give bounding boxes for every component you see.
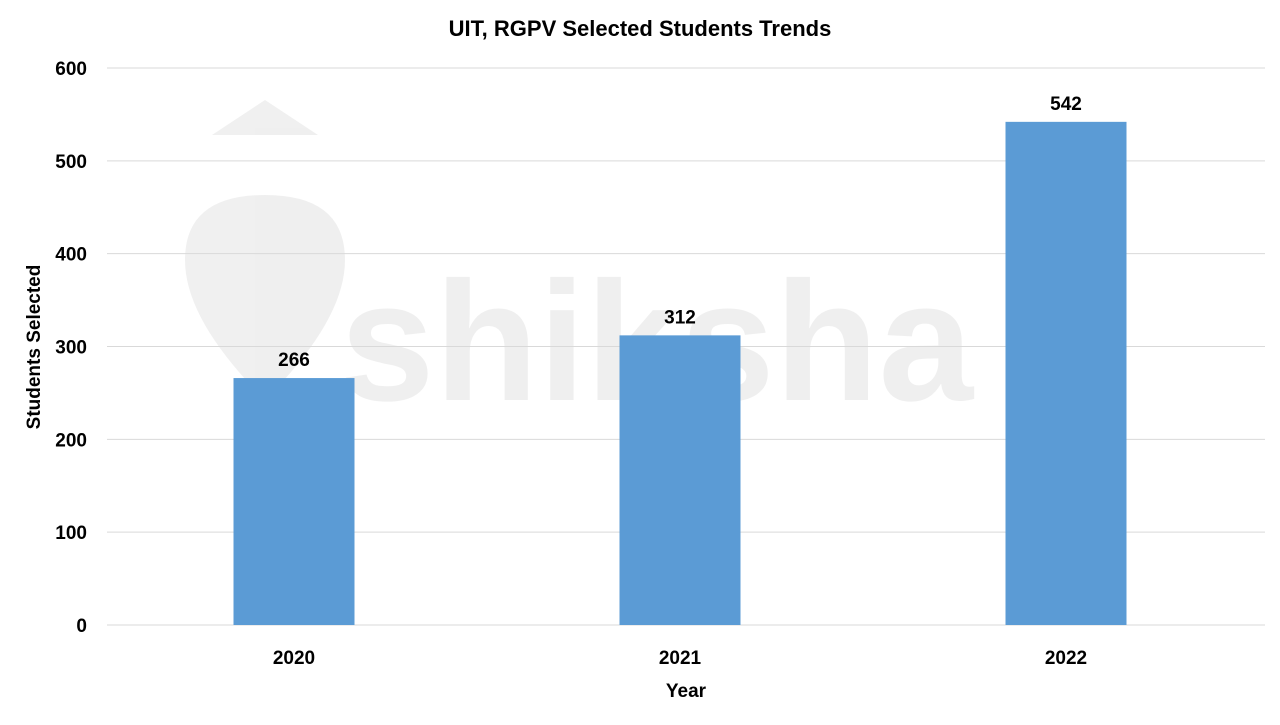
x-tick-label: 2021 — [659, 648, 702, 669]
y-tick-label: 500 — [55, 152, 87, 173]
y-axis-label: Students Selected — [24, 265, 45, 430]
bar-2022 — [1005, 121, 1127, 626]
y-tick-label: 100 — [55, 523, 87, 544]
y-tick-label: 200 — [55, 430, 87, 451]
y-tick-label: 400 — [55, 245, 87, 266]
chart-title: UIT, RGPV Selected Students Trends — [449, 16, 832, 41]
y-tick-label: 300 — [55, 338, 87, 359]
x-axis-label: Year — [666, 681, 707, 702]
data-label: 266 — [278, 350, 310, 371]
bar-2021 — [619, 335, 741, 625]
watermark-logo-icon — [185, 100, 345, 400]
data-label: 542 — [1050, 94, 1082, 115]
bars: 266 312 542 — [233, 94, 1127, 626]
x-tick-label: 2022 — [1045, 648, 1087, 669]
bar-2020 — [233, 378, 355, 625]
y-tick-label: 0 — [76, 616, 87, 637]
x-tick-label: 2020 — [273, 648, 315, 669]
y-axis-ticks: 0 100 200 300 400 500 600 — [55, 59, 87, 637]
y-tick-label: 600 — [55, 59, 87, 80]
x-axis-ticks: 2020 2021 2022 — [273, 648, 1087, 669]
data-label: 312 — [664, 307, 696, 328]
